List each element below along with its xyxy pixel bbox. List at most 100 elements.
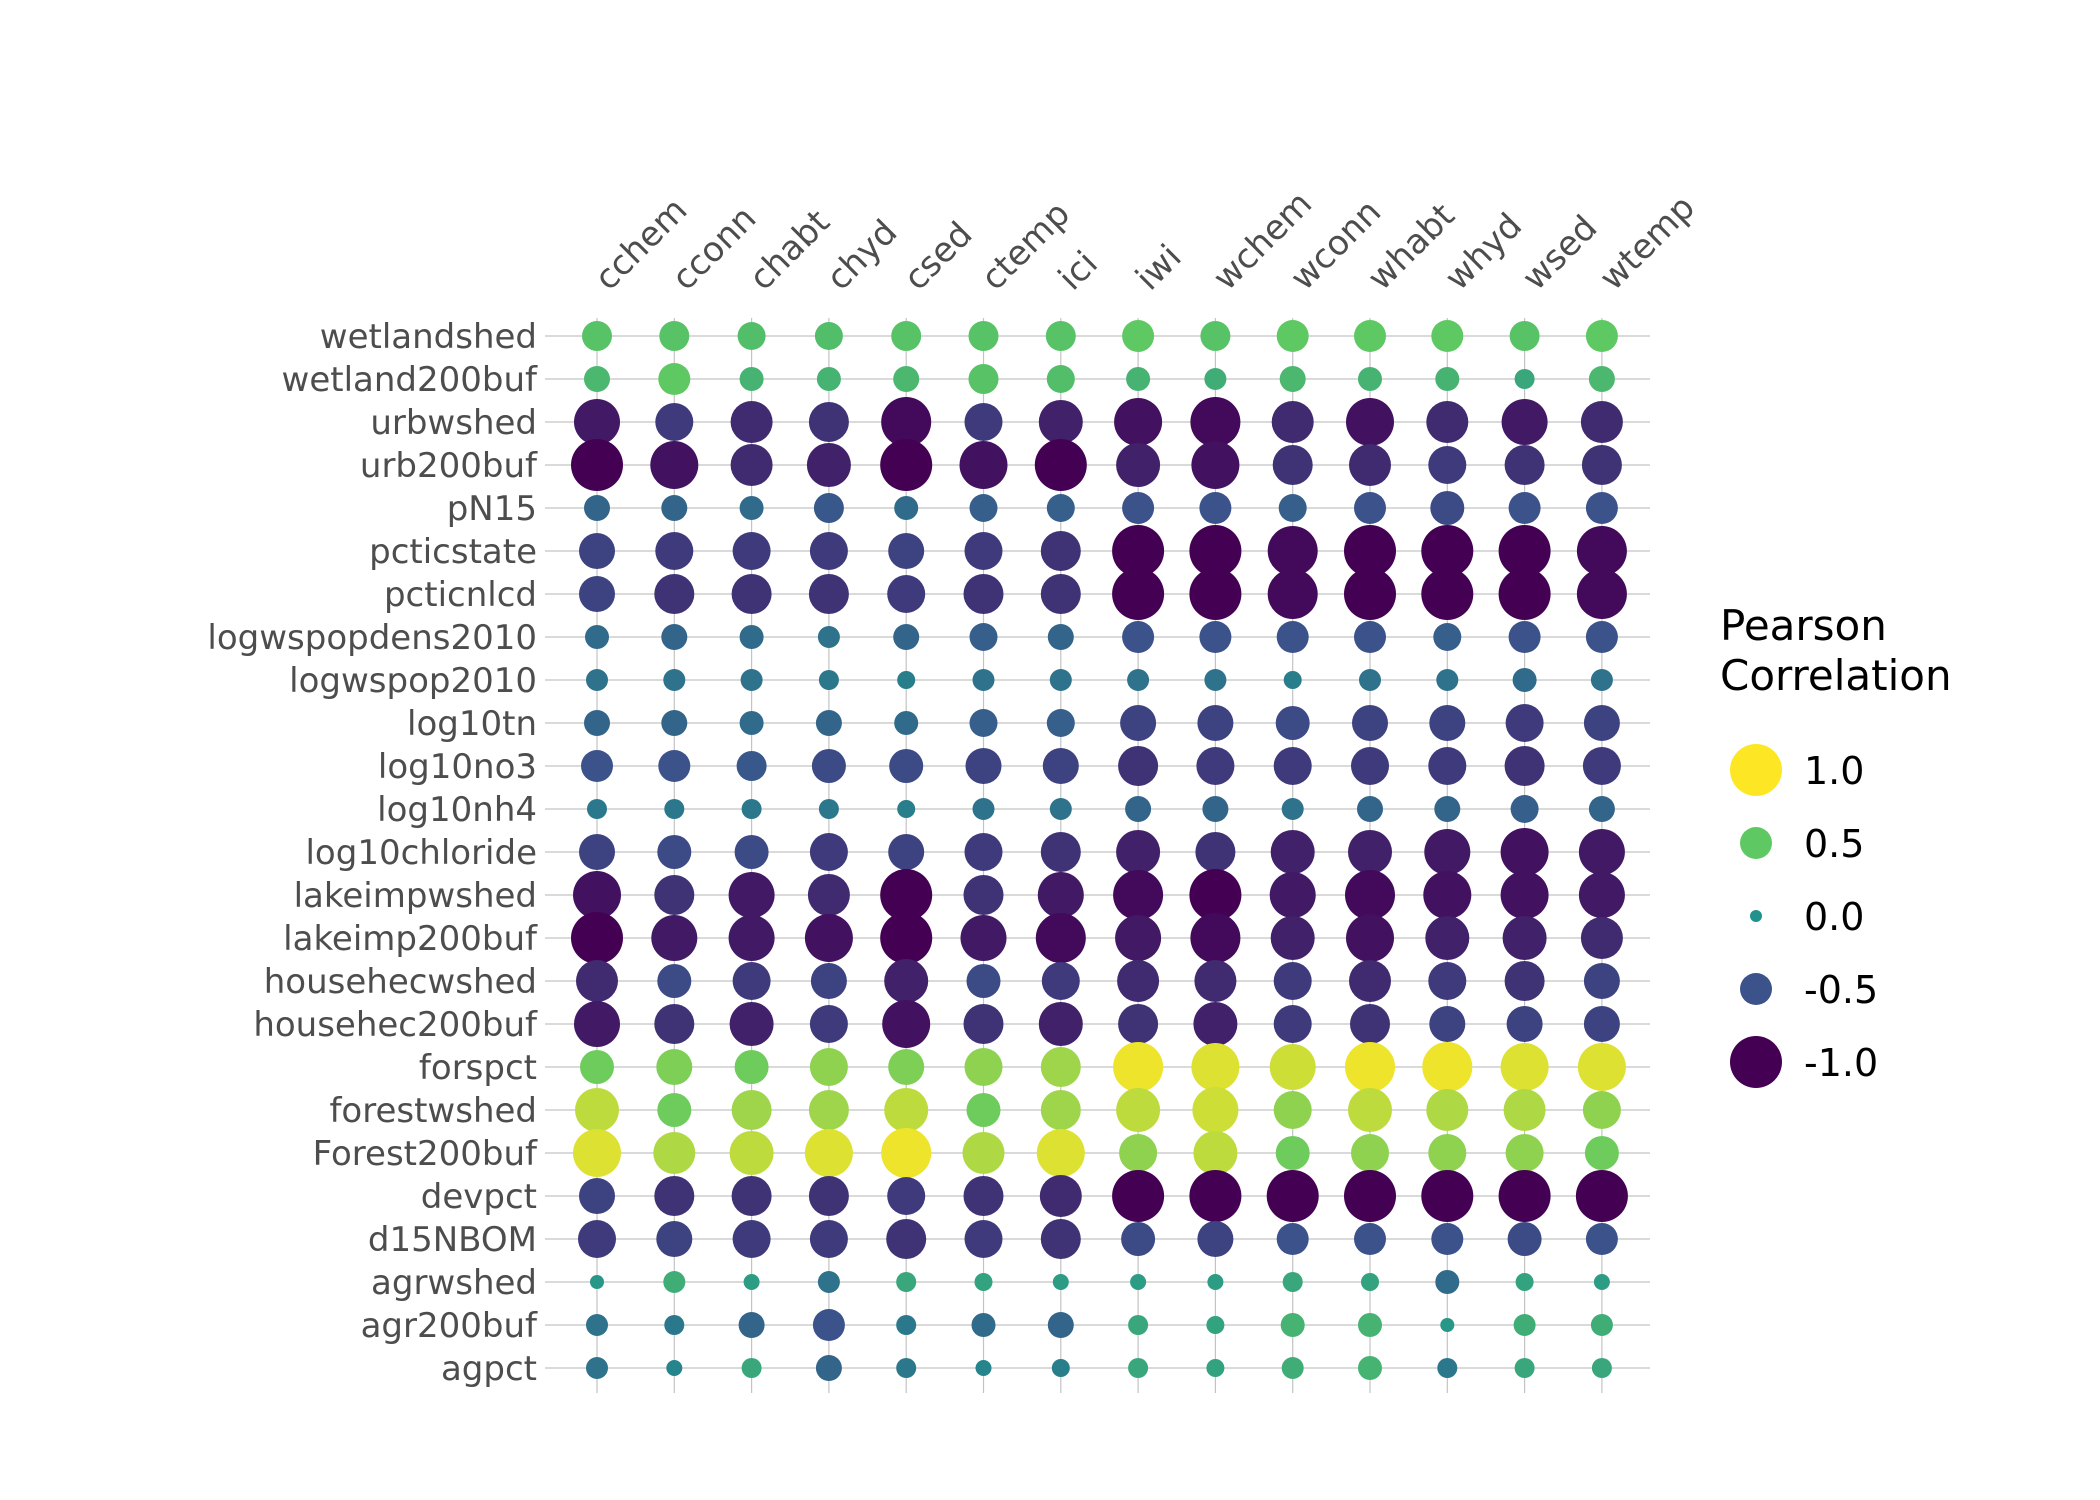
correlation-point	[897, 800, 916, 818]
correlation-point	[896, 1315, 917, 1335]
correlation-point	[960, 915, 1007, 961]
y-tick-label: logwspop2010	[289, 661, 537, 701]
correlation-point	[1583, 1006, 1620, 1042]
correlation-point	[1035, 913, 1086, 963]
correlation-point	[1346, 914, 1394, 962]
correlation-point	[731, 574, 772, 614]
correlation-point	[1348, 1088, 1392, 1132]
correlation-point	[975, 1360, 992, 1376]
correlation-point	[1121, 1222, 1156, 1256]
legend-title-line1: Pearson	[1720, 601, 1887, 650]
correlation-point	[1118, 1004, 1159, 1044]
correlation-point	[1049, 669, 1072, 691]
correlation-point	[1040, 1047, 1081, 1087]
correlation-point	[880, 869, 933, 921]
x-tick-label: csed	[896, 214, 980, 298]
correlation-point	[1283, 671, 1302, 689]
correlation-point	[1039, 1175, 1082, 1217]
correlation-point	[590, 1275, 604, 1289]
correlation-point	[963, 574, 1004, 614]
correlation-point	[1270, 916, 1315, 960]
correlation-point	[743, 1274, 760, 1290]
correlation-point	[1269, 1044, 1316, 1090]
correlation-point	[1200, 321, 1231, 351]
y-tick-label: log10chloride	[305, 833, 537, 873]
correlation-point	[737, 322, 766, 350]
correlation-point	[1590, 669, 1613, 691]
correlation-point	[1189, 525, 1242, 577]
correlation-point	[741, 799, 762, 819]
correlation-point	[740, 669, 763, 691]
correlation-point	[1349, 960, 1391, 1002]
correlation-point	[1357, 796, 1383, 822]
correlation-point	[884, 1088, 929, 1132]
correlation-point	[1052, 1274, 1069, 1290]
correlation-point	[1498, 525, 1551, 577]
y-tick-label: d15NBOM	[368, 1220, 537, 1260]
correlation-point	[1280, 1313, 1305, 1337]
y-tick-label: forspct	[419, 1048, 537, 1088]
x-tick-label: wtemp	[1592, 188, 1703, 299]
correlation-point	[1430, 491, 1465, 525]
y-tick-label: lakeimpwshed	[294, 876, 537, 916]
correlation-point	[1515, 1273, 1534, 1291]
correlation-point	[1193, 1002, 1238, 1046]
correlation-point	[1502, 916, 1547, 960]
correlation-point	[571, 912, 623, 964]
y-axis-tick-labels: wetlandshedwetland200bufurbwshedurb200bu…	[207, 317, 538, 1389]
correlation-point	[1428, 1134, 1467, 1172]
correlation-point	[1354, 1223, 1386, 1255]
correlation-point	[1424, 829, 1471, 875]
correlation-point	[811, 749, 846, 783]
correlation-point	[1126, 367, 1151, 391]
y-tick-label: pcticstate	[369, 532, 537, 572]
correlation-point	[1513, 1314, 1536, 1336]
correlation-point	[661, 624, 688, 650]
correlation-point	[661, 495, 688, 521]
correlation-point	[728, 915, 775, 961]
correlation-point	[1509, 321, 1540, 351]
correlation-point	[893, 624, 920, 650]
correlation-point	[1112, 568, 1165, 620]
correlation-point	[1199, 621, 1232, 653]
correlation-point	[810, 963, 847, 999]
correlation-point	[731, 1176, 772, 1216]
correlation-point	[729, 1002, 774, 1046]
correlation-point	[1273, 1091, 1312, 1129]
correlation-point	[1421, 1170, 1474, 1222]
correlation-point	[1194, 960, 1237, 1002]
correlation-point	[809, 833, 848, 871]
correlation-point	[1120, 705, 1157, 741]
correlation-point	[1117, 960, 1160, 1002]
correlation-point	[734, 835, 769, 869]
correlation-point	[1351, 1134, 1389, 1172]
correlation-point	[1266, 1170, 1319, 1222]
correlation-point	[1431, 320, 1464, 352]
correlation-point	[1040, 574, 1081, 614]
correlation-point	[1436, 669, 1459, 691]
correlation-point	[1112, 525, 1165, 577]
correlation-point	[1344, 525, 1396, 577]
correlation-point	[1344, 568, 1396, 620]
correlation-point	[969, 709, 998, 737]
correlation-point	[1503, 1089, 1546, 1131]
y-tick-label: househecwshed	[264, 962, 537, 1002]
correlation-point	[654, 1176, 695, 1216]
correlation-point	[1591, 1358, 1612, 1378]
correlation-point	[1049, 798, 1072, 820]
correlation-point	[815, 1355, 842, 1381]
correlation-point	[1273, 747, 1312, 785]
correlation-point	[963, 1176, 1004, 1216]
correlation-point	[1435, 1270, 1460, 1294]
legend: Pearson Correlation 1.0 0.5 0.0 -0.5 -1.0	[1720, 601, 1952, 1088]
correlation-point	[1593, 1274, 1610, 1290]
correlation-point	[818, 799, 839, 819]
correlation-point	[804, 1129, 853, 1177]
correlation-point	[1577, 1043, 1626, 1091]
y-tick-label: log10tn	[407, 704, 537, 744]
correlation-point	[1282, 1272, 1303, 1292]
correlation-point	[730, 401, 773, 443]
correlation-point	[1344, 1170, 1396, 1222]
correlation-point	[816, 367, 841, 391]
